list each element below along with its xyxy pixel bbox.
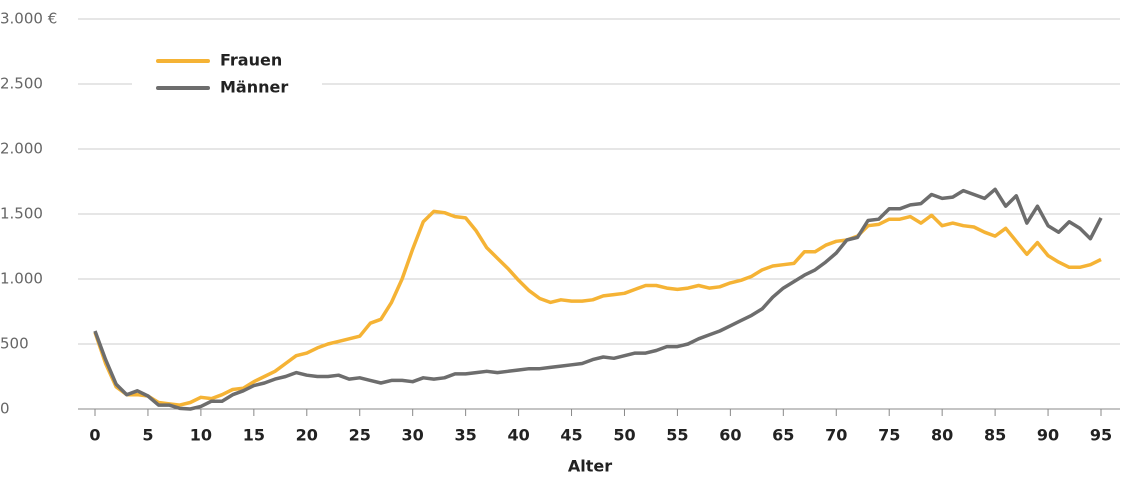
y-tick-label: 500: [0, 335, 29, 353]
x-tick-label: 80: [931, 426, 953, 445]
y-tick-label: 0: [0, 400, 10, 418]
x-tick-label: 85: [984, 426, 1006, 445]
x-tick-label: 10: [190, 426, 212, 445]
x-tick-label: 0: [89, 426, 100, 445]
legend-box: [132, 40, 322, 102]
x-tick-label: 25: [349, 426, 371, 445]
x-tick-label: 35: [454, 426, 476, 445]
x-tick-label: 55: [666, 426, 688, 445]
line-series: [93, 209, 1102, 407]
legend-label: Männer: [220, 78, 288, 97]
x-tick-label: 20: [296, 426, 318, 445]
y-tick-label: 1.500: [0, 205, 43, 223]
line-series: [93, 187, 1103, 411]
x-tick-label: 15: [243, 426, 265, 445]
legend-label: Frauen: [220, 51, 282, 70]
x-tick-label: 45: [560, 426, 582, 445]
x-tick-label: 50: [613, 426, 635, 445]
x-tick-label: 65: [772, 426, 794, 445]
y-tick-label: 1.000: [0, 270, 43, 288]
x-tick-label: 95: [1090, 426, 1112, 445]
y-tick-label: 3.000 €: [0, 10, 57, 28]
y-tick-label: 2.500: [0, 75, 43, 93]
x-tick-label: 30: [402, 426, 424, 445]
x-tick-label: 90: [1037, 426, 1059, 445]
x-tick-label: 40: [507, 426, 529, 445]
x-tick-label: 5: [142, 426, 153, 445]
x-tick-label: 75: [878, 426, 900, 445]
y-tick-label: 2.000: [0, 140, 43, 158]
x-tick-label: 60: [719, 426, 741, 445]
x-axis-label: Alter: [568, 457, 612, 476]
x-tick-label: 70: [825, 426, 847, 445]
